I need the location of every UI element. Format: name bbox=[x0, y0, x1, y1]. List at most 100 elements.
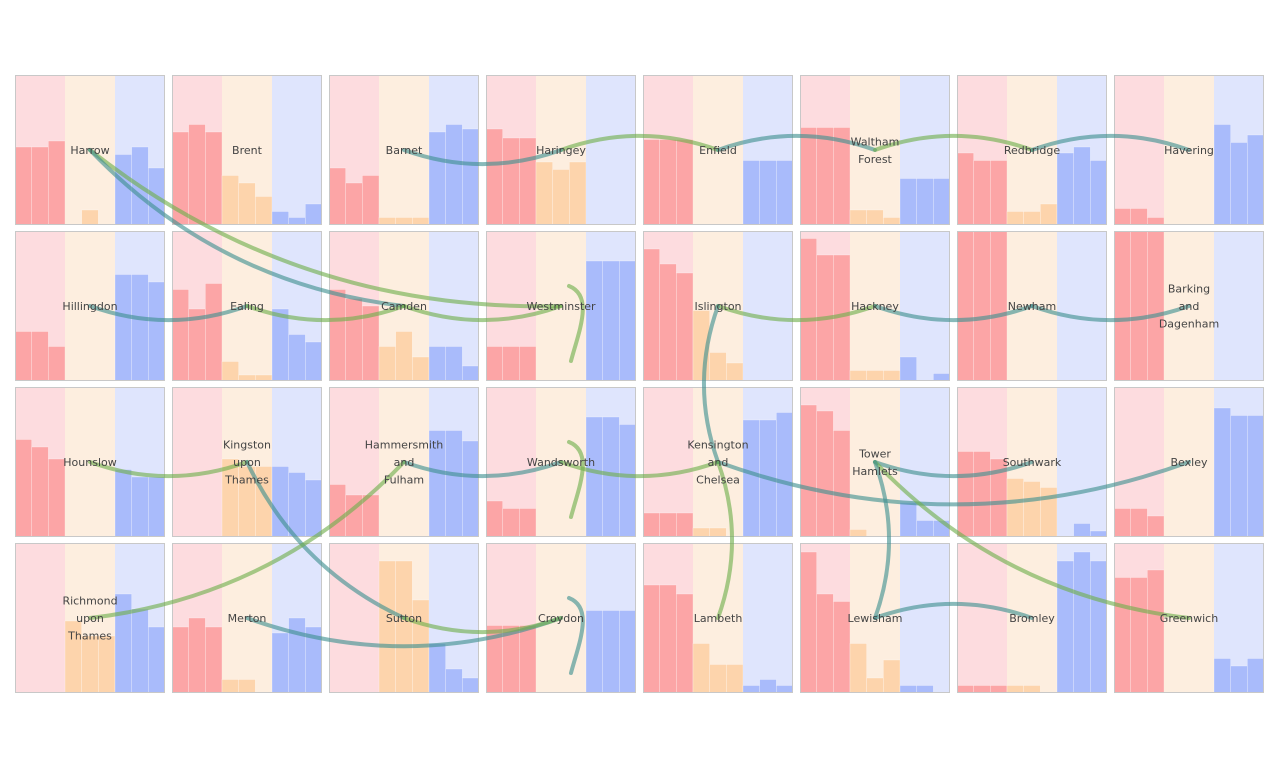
flow-tower-hamlets-to-greenwich bbox=[873, 460, 1191, 620]
bar-hounslow-red-2 bbox=[31, 446, 49, 538]
cell-label-bromley: Bromley bbox=[1009, 612, 1055, 625]
cell-label-ealing: Ealing bbox=[230, 300, 264, 313]
bar-ealing-blue-3 bbox=[305, 341, 323, 382]
flow-redbridge-to-waltham-forest bbox=[873, 133, 1034, 152]
bar-havering-red-1 bbox=[1113, 208, 1131, 226]
bar-harrow-red-2 bbox=[31, 146, 49, 226]
bar-wandsworth-red-1 bbox=[485, 500, 503, 538]
cell-label-croydon: Croydon bbox=[538, 612, 584, 625]
bar-hillingdon-red-1 bbox=[14, 331, 32, 382]
cell-label-greenwich: Greenwich bbox=[1160, 612, 1218, 625]
bar-richmond-upon-thames-orange-3 bbox=[98, 635, 116, 694]
bar-waltham-forest-blue-1 bbox=[899, 178, 917, 226]
bar-waltham-forest-orange-1 bbox=[849, 209, 867, 226]
bar-havering-blue-2 bbox=[1230, 142, 1248, 226]
flow-harrow-to-camden bbox=[88, 148, 406, 308]
cell-haringey bbox=[485, 75, 636, 226]
flow-wandsworth-to-kensington-and-chelsea bbox=[559, 460, 720, 479]
flow-harrow-to-westminster bbox=[88, 148, 563, 309]
cell-tower-hamlets bbox=[799, 387, 951, 538]
bar-lewisham-blue-1 bbox=[899, 685, 917, 694]
bar-bromley-red-2 bbox=[973, 685, 991, 694]
bar-hackney-red-1 bbox=[799, 238, 817, 382]
bar-barking-and-dagenham-red-1 bbox=[1113, 230, 1131, 382]
flow-havering-to-redbridge bbox=[1030, 133, 1191, 152]
cell-border bbox=[329, 231, 479, 381]
flow-wandsworth-to-wandsworth bbox=[567, 440, 585, 519]
cell-border bbox=[957, 387, 1107, 537]
bar-lambeth-red-3 bbox=[676, 593, 694, 694]
labels-layer: Harrow Brent Barnet Haringey Enfield Waltham F… bbox=[62, 135, 1219, 642]
cell-border bbox=[172, 75, 322, 225]
bar-lambeth-orange-1 bbox=[692, 643, 710, 694]
bar-barnet-red-2 bbox=[345, 182, 363, 226]
bar-southwark-red-1 bbox=[956, 451, 974, 538]
bar-bexley-red-2 bbox=[1130, 508, 1148, 538]
flow-westminster-to-westminster bbox=[567, 284, 585, 363]
bar-waltham-forest-red-1 bbox=[799, 127, 817, 226]
cell-label-waltham-forest: Waltham Forest bbox=[851, 135, 900, 166]
bar-lambeth-red-1 bbox=[642, 584, 660, 694]
cell-label-lewisham: Lewisham bbox=[848, 612, 903, 625]
flow-hounslow-to-kingston-upon-thames bbox=[88, 460, 249, 479]
cell-havering bbox=[1113, 75, 1265, 226]
bar-hackney-blue-3 bbox=[933, 373, 951, 382]
cell-label-hounslow: Hounslow bbox=[63, 456, 116, 469]
bar-camden-orange-2 bbox=[395, 331, 413, 382]
bar-hounslow-red-3 bbox=[48, 458, 66, 538]
bar-enfield-blue-3 bbox=[776, 160, 794, 226]
cell-camden bbox=[328, 231, 480, 382]
bar-greenwich-blue-3 bbox=[1247, 658, 1265, 694]
bar-tower-hamlets-blue-2 bbox=[916, 520, 934, 538]
cell-southwark bbox=[956, 387, 1108, 538]
bar-croydon-blue-2 bbox=[602, 610, 620, 694]
cell-border bbox=[486, 75, 636, 225]
bar-newham-red-2 bbox=[973, 230, 991, 382]
cell-label-harrow: Harrow bbox=[70, 144, 109, 157]
bar-camden-red-2 bbox=[345, 298, 363, 382]
cell-label-merton: Merton bbox=[228, 612, 267, 625]
bar-merton-orange-1 bbox=[221, 679, 239, 694]
band-bg-blue bbox=[743, 543, 793, 693]
bar-sutton-blue-1 bbox=[428, 643, 446, 694]
band-bg-red bbox=[643, 387, 693, 537]
cell-label-newham: Newham bbox=[1008, 300, 1056, 313]
bar-tower-hamlets-red-1 bbox=[799, 404, 817, 538]
flow-lewisham-to-tower-hamlets bbox=[873, 460, 891, 620]
bar-westminster-red-3 bbox=[519, 346, 537, 382]
bar-wandsworth-blue-1 bbox=[585, 416, 603, 538]
bar-ealing-blue-1 bbox=[271, 308, 289, 382]
bar-greenwich-red-3 bbox=[1147, 569, 1165, 694]
cell-lewisham bbox=[799, 543, 950, 694]
bar-hounslow-red-1 bbox=[14, 439, 32, 538]
bar-haringey-red-3 bbox=[519, 137, 537, 226]
bar-lambeth-blue-2 bbox=[759, 679, 777, 694]
bar-waltham-forest-orange-3 bbox=[883, 217, 901, 226]
bar-hillingdon-blue-1 bbox=[114, 274, 132, 382]
cell-label-camden: Camden bbox=[381, 300, 427, 313]
bar-camden-blue-3 bbox=[462, 365, 480, 382]
bar-southwark-red-2 bbox=[973, 451, 991, 538]
cell-border bbox=[957, 543, 1107, 693]
bar-brent-red-2 bbox=[188, 124, 206, 226]
bar-camden-red-1 bbox=[328, 289, 346, 382]
bar-merton-orange-2 bbox=[238, 679, 256, 694]
bar-westminster-blue-3 bbox=[619, 260, 637, 382]
cell-label-brent: Brent bbox=[232, 144, 263, 157]
bar-croydon-blue-3 bbox=[619, 610, 637, 694]
bar-hillingdon-red-2 bbox=[31, 331, 49, 382]
bar-sutton-blue-3 bbox=[462, 677, 480, 694]
cell-border bbox=[15, 387, 165, 537]
bar-haringey-red-2 bbox=[502, 137, 520, 226]
bar-haringey-orange-1 bbox=[535, 161, 553, 226]
cell-label-bexley: Bexley bbox=[1171, 456, 1208, 469]
cell-label-lambeth: Lambeth bbox=[694, 612, 743, 625]
cell-label-westminster: Westminster bbox=[526, 300, 596, 313]
cell-border bbox=[643, 387, 793, 537]
bar-ealing-red-1 bbox=[171, 289, 189, 382]
bar-islington-red-2 bbox=[659, 263, 677, 382]
cell-label-richmond-upon-thames: Richmond upon Thames bbox=[62, 595, 117, 643]
bar-kensington-and-chelsea-orange-2 bbox=[709, 527, 727, 538]
bar-waltham-forest-red-2 bbox=[816, 127, 834, 226]
cell-label-kingston-upon-thames: Kingston upon Thames bbox=[223, 439, 271, 487]
